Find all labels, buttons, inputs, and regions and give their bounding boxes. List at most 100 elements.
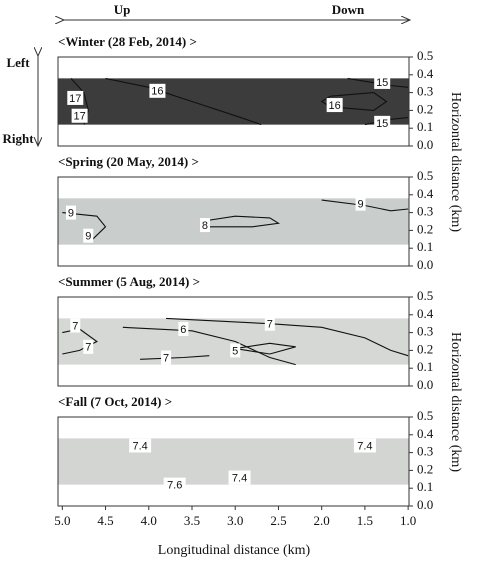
contour-line xyxy=(105,77,262,126)
contour-line xyxy=(122,326,296,366)
contour-label: 7.4 xyxy=(132,440,147,452)
water-band xyxy=(58,78,409,125)
water-band xyxy=(58,198,409,245)
y-tick-label: 0.4 xyxy=(417,66,434,81)
panel-frame xyxy=(57,56,410,147)
contour-label: 5 xyxy=(232,345,238,357)
up-label: Up xyxy=(114,2,131,17)
contour-label: 8 xyxy=(202,220,208,232)
contour-label-box xyxy=(230,343,241,358)
y-tick-label: 0.5 xyxy=(417,408,433,423)
y-tick-label: 0.3 xyxy=(417,84,433,99)
contour-label: 7 xyxy=(267,319,273,331)
y-tick-label: 0.5 xyxy=(417,168,433,183)
contour-label: 17 xyxy=(73,111,85,123)
y-tick-label: 0.4 xyxy=(417,186,434,201)
contour-label-box xyxy=(199,218,210,233)
contour-label-box xyxy=(178,322,189,337)
y-tick-label: 0.4 xyxy=(417,426,434,441)
y-tick-label: 0.5 xyxy=(417,48,433,63)
contour-label-box xyxy=(83,339,94,354)
contour-line xyxy=(347,77,409,88)
panel-frame xyxy=(57,296,410,387)
contour-label: 9 xyxy=(68,208,74,220)
contour-label-box xyxy=(71,108,88,123)
contour-label-box xyxy=(374,115,391,130)
y-tick-label: 0.1 xyxy=(417,479,433,494)
panel-title: <Fall (7 Oct, 2014) > xyxy=(58,394,172,409)
contour-label: 15 xyxy=(376,118,388,130)
y-tick-label: 0.2 xyxy=(417,101,433,116)
panel-title: <Spring (20 May, 2014) > xyxy=(58,154,199,169)
contour-line xyxy=(140,355,210,360)
panel-title: <Winter (28 Feb, 2014) > xyxy=(58,34,197,49)
contour-label-box xyxy=(149,83,166,98)
contour-label-box xyxy=(228,470,251,485)
contour-label: 7 xyxy=(72,320,78,332)
panel-frame xyxy=(57,176,410,267)
y-tick-label: 0.0 xyxy=(417,497,433,512)
left-label: Left xyxy=(6,55,30,70)
x-axis-label: Longitudinal distance (km) xyxy=(158,543,311,558)
contour-label: 9 xyxy=(85,231,91,243)
x-tick-label: 1.5 xyxy=(357,513,373,528)
right-label: Right xyxy=(2,131,34,146)
x-tick-label: 3.0 xyxy=(227,513,243,528)
y-tick-label: 0.5 xyxy=(417,288,433,303)
x-tick-label: 5.0 xyxy=(54,513,70,528)
contour-label-box xyxy=(374,74,391,89)
contour-label-box xyxy=(67,90,84,105)
contour-label-box xyxy=(70,318,81,333)
down-label: Down xyxy=(332,2,365,17)
panel-title: <Summer (5 Aug, 2014) > xyxy=(58,274,200,289)
contour-line xyxy=(62,212,107,240)
contour-label-box xyxy=(353,438,376,453)
y-tick-label: 0.0 xyxy=(417,137,433,152)
x-tick-label: 2.5 xyxy=(270,513,286,528)
contour-label-box xyxy=(161,350,172,365)
contour-line xyxy=(235,342,296,355)
contour-line xyxy=(321,199,409,212)
y-tick-label: 0.3 xyxy=(417,204,433,219)
y-axis-label: Horizontal distance (km) xyxy=(448,332,463,472)
y-tick-label: 0.1 xyxy=(417,359,433,374)
contour-label: 15 xyxy=(376,77,388,89)
contour-label: 6 xyxy=(180,324,186,336)
y-tick-label: 0.2 xyxy=(417,461,433,476)
contour-label-box xyxy=(129,438,152,453)
contour-label-box xyxy=(163,477,186,492)
y-tick-label: 0.2 xyxy=(417,221,433,236)
contour-label-box xyxy=(65,205,76,220)
y-tick-label: 0.0 xyxy=(417,377,433,392)
contour-label: 9 xyxy=(358,199,364,211)
contour-label: 16 xyxy=(151,86,163,98)
contour-label-box xyxy=(355,196,366,211)
contour-label: 17 xyxy=(69,93,81,105)
x-tick-label: 2.0 xyxy=(314,513,330,528)
contour-line xyxy=(364,116,409,126)
x-tick-label: 3.5 xyxy=(184,513,200,528)
contour-line xyxy=(166,317,409,357)
contour-label-box xyxy=(83,228,94,243)
contour-line xyxy=(320,92,388,111)
contour-label-box xyxy=(264,316,275,331)
contour-label: 16 xyxy=(329,100,341,112)
contour-label-box xyxy=(326,98,343,113)
x-tick-label: 1.0 xyxy=(400,513,416,528)
x-tick-label: 4.5 xyxy=(97,513,113,528)
y-tick-label: 0.1 xyxy=(417,239,433,254)
y-tick-label: 0.4 xyxy=(417,306,434,321)
contour-label: 7 xyxy=(85,342,91,354)
contour-label: 7.6 xyxy=(167,480,182,492)
y-tick-label: 0.1 xyxy=(417,119,433,134)
y-axis-label: Horizontal distance (km) xyxy=(448,92,463,232)
x-tick-label: 4.0 xyxy=(141,513,157,528)
y-tick-label: 0.2 xyxy=(417,341,433,356)
y-tick-label: 0.3 xyxy=(417,444,433,459)
y-tick-label: 0.3 xyxy=(417,324,433,339)
y-tick-label: 0.0 xyxy=(417,257,433,272)
contour-label: 7.4 xyxy=(357,440,372,452)
contour-label: 7.4 xyxy=(232,472,247,484)
panel-frame xyxy=(57,416,410,507)
